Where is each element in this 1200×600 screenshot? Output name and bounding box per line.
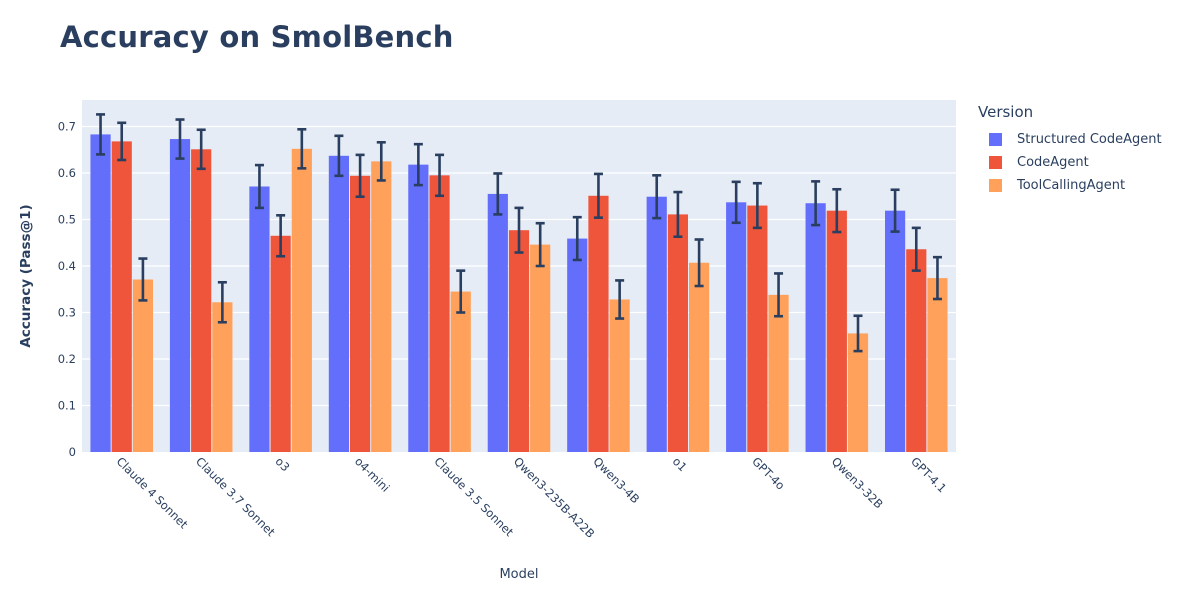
y-tick-label: 0.4 xyxy=(58,259,76,273)
legend-item-codeagent[interactable]: CodeAgent xyxy=(978,151,1162,174)
bar xyxy=(768,294,789,452)
y-tick-label: 0.3 xyxy=(58,306,76,320)
bar xyxy=(689,262,710,452)
legend-label-structured-codeagent: Structured CodeAgent xyxy=(1017,132,1162,147)
legend-item-structured-codeagent[interactable]: Structured CodeAgent xyxy=(978,128,1162,151)
bar xyxy=(826,210,847,452)
bar xyxy=(487,193,508,453)
bar xyxy=(530,244,551,452)
bar xyxy=(408,164,429,452)
bar xyxy=(349,175,371,452)
bar xyxy=(270,235,291,452)
bar xyxy=(805,203,826,452)
chart-title: Accuracy on SmolBench xyxy=(60,20,454,54)
x-tick-label: Qwen3-235B-A22B xyxy=(511,454,598,541)
bar xyxy=(747,205,768,452)
x-tick-label: o4-mini xyxy=(352,454,393,495)
bar xyxy=(191,149,212,452)
bar xyxy=(132,279,154,452)
bar xyxy=(726,202,747,452)
y-tick-label: 0.7 xyxy=(58,120,76,134)
y-tick-label: 0.6 xyxy=(58,166,76,180)
bar xyxy=(111,141,132,453)
bar xyxy=(646,196,667,452)
legend-title: Version xyxy=(978,103,1034,121)
y-tick-label: 0 xyxy=(69,445,76,459)
legend-swatch-toolcallingagent xyxy=(989,179,1002,192)
legend-item-toolcallingagent[interactable]: ToolCallingAgent xyxy=(978,174,1162,197)
bar xyxy=(90,134,111,452)
x-axis-title: Model xyxy=(499,567,538,582)
x-tick-label: Qwen3-32B xyxy=(829,454,886,511)
bar xyxy=(927,278,948,452)
bar xyxy=(508,230,530,452)
legend-swatch-codeagent xyxy=(989,156,1002,169)
x-tick-label: Claude 4 Sonnet xyxy=(114,454,191,531)
x-tick-label: Claude 3.5 Sonnet xyxy=(431,454,516,539)
bar xyxy=(609,299,630,452)
legend-label-codeagent: CodeAgent xyxy=(1017,155,1089,170)
x-tick-label: o3 xyxy=(273,454,293,474)
bar xyxy=(371,161,392,452)
bar xyxy=(667,214,689,452)
bar xyxy=(906,249,927,452)
x-tick-label: o1 xyxy=(670,454,690,474)
legend: Version Structured CodeAgent CodeAgent T… xyxy=(978,103,1162,197)
legend-swatch-structured-codeagent xyxy=(989,133,1002,146)
bar xyxy=(212,302,233,452)
bar xyxy=(567,238,588,452)
legend-label-toolcallingagent: ToolCallingAgent xyxy=(1017,178,1126,193)
bar xyxy=(847,333,869,452)
bar xyxy=(328,155,349,453)
bar xyxy=(291,148,312,452)
bar xyxy=(884,210,906,452)
bar xyxy=(450,291,471,452)
bar xyxy=(249,186,270,452)
bar xyxy=(429,175,450,453)
y-tick-label: 0.2 xyxy=(58,352,76,366)
bar xyxy=(588,195,609,452)
y-tick-label: 0.5 xyxy=(58,213,76,227)
y-axis-title: Accuracy (Pass@1) xyxy=(18,204,34,347)
y-tick-label: 0.1 xyxy=(58,399,76,413)
x-tick-label: Qwen3-4B xyxy=(590,454,642,506)
bar xyxy=(169,139,191,452)
x-tick-label: Claude 3.7 Sonnet xyxy=(193,454,278,539)
x-tick-label: GPT-4.1 xyxy=(908,454,949,495)
x-tick-label: GPT-4o xyxy=(749,454,787,492)
